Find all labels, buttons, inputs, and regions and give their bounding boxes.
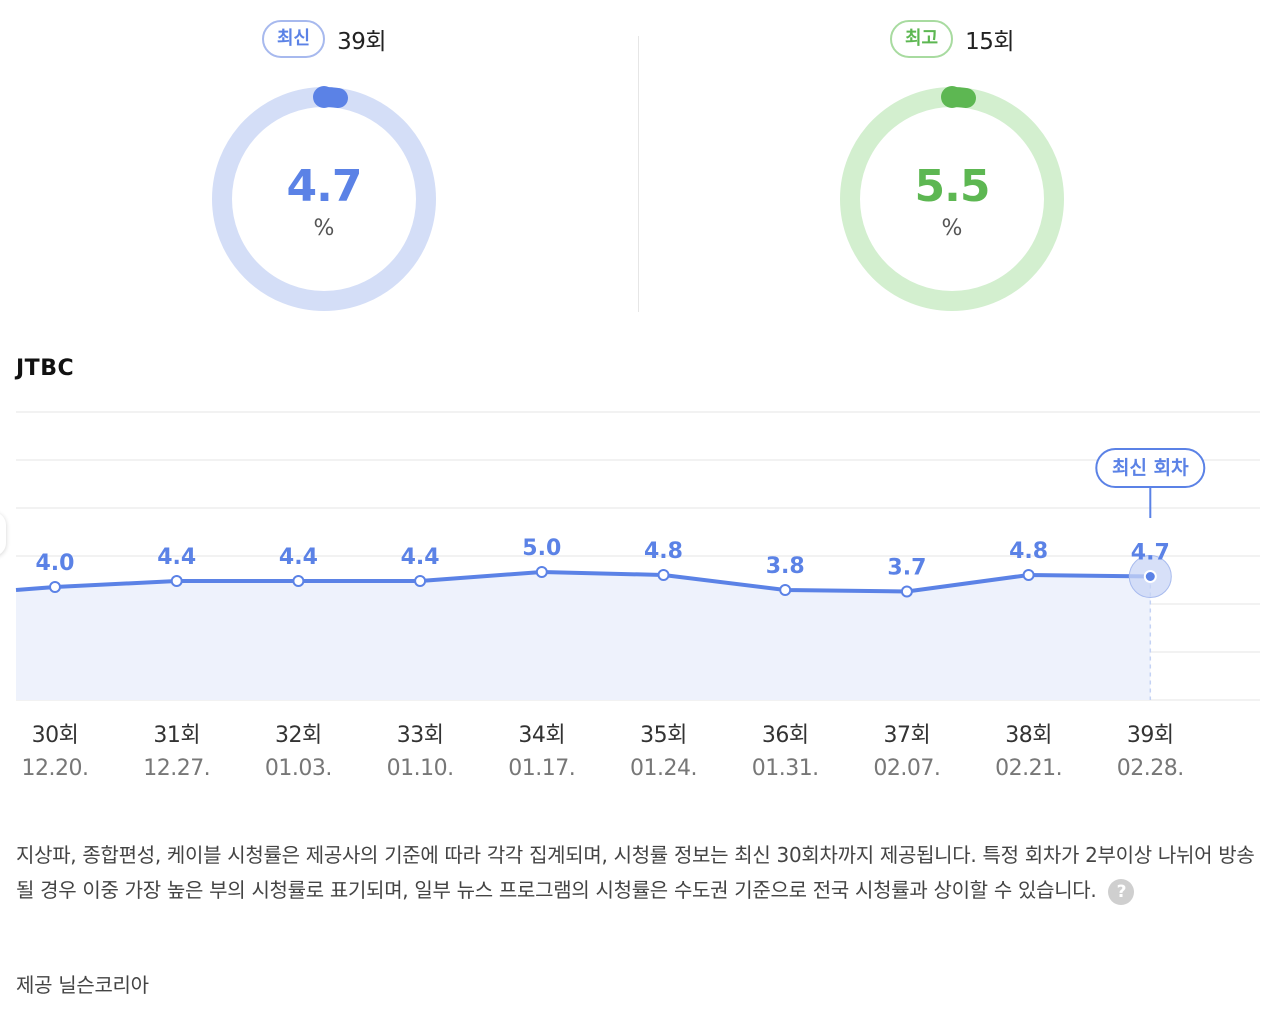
x-tick-date: 01.31.: [752, 756, 819, 781]
x-tick-date: 01.03.: [265, 756, 332, 781]
data-point: [1022, 569, 1035, 581]
best-badge: 최고: [889, 20, 954, 58]
data-point: [170, 575, 183, 587]
latest-callout-label: 최신 회차: [1112, 457, 1189, 479]
x-tick-episode: 34회: [518, 723, 565, 748]
data-label: 4.0: [36, 551, 75, 576]
latest-badge: 최신: [261, 20, 326, 58]
area-fill: [16, 572, 1151, 700]
x-tick-episode: 30회: [32, 723, 79, 748]
x-tick-date: 12.20.: [22, 756, 89, 781]
x-tick-date: 01.17.: [508, 756, 575, 781]
best-rating-unit: %: [941, 216, 963, 241]
x-tick-date: 02.21.: [995, 756, 1062, 781]
latest-callout-box: [1095, 448, 1206, 488]
data-point: [292, 575, 305, 587]
best-rating-donut: 5.5 %: [833, 80, 1071, 318]
data-label: 5.0: [522, 536, 561, 561]
data-provider-credit: 제공 닐슨코리아: [16, 973, 149, 997]
data-point: [1143, 570, 1157, 583]
rating-notes: 지상파, 종합편성, 케이블 시청률은 제공사의 기준에 따라 각각 집계되며,…: [16, 838, 1256, 908]
x-tick-date: 12.27.: [143, 756, 210, 781]
latest-rating-panel: 최신 39회 4.7 %: [4, 0, 644, 330]
data-label: 4.8: [644, 539, 683, 564]
latest-rating-unit: %: [313, 216, 335, 241]
best-rating-value: 5.5: [914, 161, 991, 212]
data-label: 4.8: [1009, 539, 1048, 564]
rating-summary: 최신 39회 4.7 % 최고 15회 5.5 %: [0, 0, 1282, 330]
x-tick-episode: 39회: [1127, 723, 1174, 748]
x-tick-episode: 37회: [884, 723, 931, 748]
latest-episode: 39회: [337, 29, 387, 55]
donut-marker: [942, 87, 976, 108]
notes-text: 지상파, 종합편성, 케이블 시청률은 제공사의 기준에 따라 각각 집계되며,…: [16, 843, 1255, 902]
x-tick-episode: 33회: [397, 723, 444, 748]
latest-rating-header: 최신 39회: [4, 20, 644, 58]
data-label: 4.4: [157, 545, 196, 570]
data-point: [657, 569, 670, 581]
donut-marker: [314, 87, 348, 108]
data-label: 3.8: [766, 554, 805, 579]
best-rating-header: 최고 15회: [632, 20, 1272, 58]
data-point: [535, 566, 548, 578]
data-point: [414, 575, 427, 587]
latest-rating-value: 4.7: [286, 161, 363, 212]
rating-line-chart: 최신 회차 4.0 30회 12.20. 4.4 31회 12.27. 4.4 32회 01.03…: [15, 411, 1260, 781]
x-tick-date: 02.28.: [1117, 756, 1184, 781]
x-tick-episode: 31회: [153, 723, 200, 748]
best-episode: 15회: [965, 29, 1015, 55]
data-label: 4.4: [401, 545, 440, 570]
data-label: 4.7: [1131, 541, 1170, 566]
best-rating-panel: 최고 15회 5.5 %: [632, 0, 1272, 330]
data-label: 3.7: [887, 556, 926, 581]
question-circle-icon[interactable]: ?: [1108, 878, 1135, 905]
x-tick-episode: 36회: [762, 723, 809, 748]
summary-divider: [638, 36, 639, 312]
x-tick-date: 01.24.: [630, 756, 697, 781]
channel-title: JTBC: [16, 356, 75, 381]
data-point: [900, 585, 913, 598]
x-tick-episode: 38회: [1005, 723, 1052, 748]
x-tick-episode: 35회: [640, 723, 687, 748]
data-point: [49, 581, 61, 593]
x-tick-date: 01.10.: [387, 756, 454, 781]
latest-rating-donut: 4.7 %: [205, 80, 443, 318]
x-tick-date: 02.07.: [873, 756, 940, 781]
data-label: 4.4: [279, 545, 318, 570]
scroll-left-handle[interactable]: [0, 512, 6, 556]
x-tick-episode: 32회: [275, 723, 322, 748]
data-point: [779, 584, 792, 596]
